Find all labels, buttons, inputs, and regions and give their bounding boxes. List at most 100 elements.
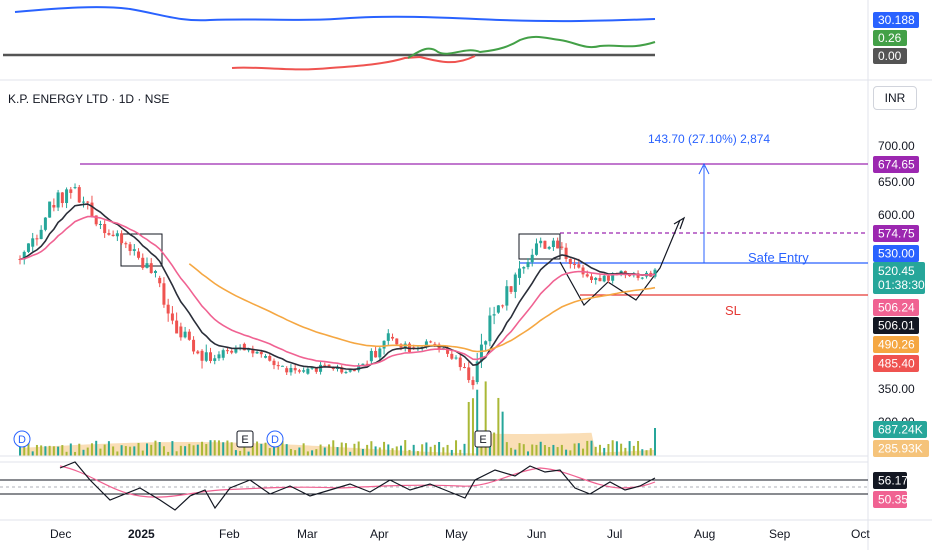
volume-bar	[65, 451, 68, 456]
volume-bar	[239, 450, 242, 456]
volume-bar	[582, 448, 585, 456]
pattern-box-right	[518, 233, 561, 260]
volume-bar	[560, 444, 563, 456]
candle-body	[479, 344, 483, 362]
candle-body	[137, 251, 141, 258]
earnings-marker[interactable]: E	[241, 434, 248, 446]
volume-bar	[230, 442, 233, 456]
volume-bar	[522, 444, 525, 456]
volume-bar	[374, 446, 377, 456]
volume-bar	[598, 444, 601, 456]
adx-line	[14, 6, 656, 23]
volume-bar	[150, 444, 153, 456]
price-levels	[80, 162, 868, 306]
candle-body	[577, 264, 581, 268]
volume-bar	[408, 449, 411, 456]
time-dec: Dec	[50, 527, 71, 541]
volume-bar	[78, 443, 81, 456]
tick-650: 650.00	[878, 175, 915, 189]
candle-body	[628, 275, 632, 277]
volume-bar	[565, 449, 568, 456]
time-axis[interactable]: Dec 2025 Feb Mar Apr May Jun Jul Aug Sep…	[0, 519, 932, 541]
tick-700: 700.00	[878, 139, 915, 153]
dividend-marker[interactable]: D	[18, 434, 26, 446]
candle-body	[513, 274, 517, 292]
volume-bar	[336, 447, 339, 456]
volume-bar	[603, 447, 606, 456]
volume-bar	[285, 444, 288, 456]
candle-body	[132, 249, 136, 251]
volume-bar	[624, 447, 627, 456]
volume-bar	[167, 451, 170, 456]
volume-bar	[133, 446, 136, 456]
candle-body	[255, 351, 259, 354]
volume-bar	[433, 444, 436, 456]
indicator-green-line	[407, 35, 656, 59]
time-mar: Mar	[297, 527, 318, 541]
volume-bar	[586, 440, 589, 456]
candle-body	[636, 273, 640, 278]
volume-bar	[146, 443, 148, 456]
price-badge-7-bg	[873, 355, 919, 372]
volume-bar	[162, 446, 165, 456]
candle-body	[429, 341, 433, 343]
candle-body	[242, 343, 246, 351]
candle-body	[230, 350, 234, 353]
volume-bar	[99, 448, 102, 456]
last-price: 520.45	[878, 264, 915, 278]
volume-bar	[438, 441, 441, 456]
earnings-marker-2[interactable]: E	[479, 434, 486, 446]
candle-body	[107, 233, 111, 235]
price-badge-4-bg	[873, 299, 919, 316]
volume-bar	[641, 449, 644, 456]
volume-bars	[0, 381, 868, 457]
indicator-red-line	[231, 55, 476, 71]
volume-bar	[69, 443, 72, 456]
candle-body	[467, 367, 471, 381]
candle-body	[209, 352, 212, 361]
volume-bar	[654, 428, 656, 456]
volume-bar	[493, 432, 496, 456]
candle-body	[484, 341, 488, 345]
time-aug: Aug	[694, 527, 715, 541]
volume-bar	[543, 445, 546, 456]
volume-bar	[112, 446, 115, 456]
candle-body	[331, 367, 335, 370]
volume-bar	[535, 444, 538, 456]
volume-bar	[463, 443, 466, 456]
volume-bar	[552, 444, 555, 456]
candle-body	[463, 367, 466, 369]
price-badge-1-bg	[873, 225, 919, 242]
volume-bar	[188, 443, 191, 456]
candle-body	[446, 348, 450, 354]
time-may: May	[445, 527, 468, 541]
candle-body	[357, 365, 361, 371]
volume-bar	[556, 447, 559, 456]
volume-bar	[306, 451, 309, 456]
volume-bar	[366, 444, 369, 456]
chart-title: K.P. ENERGY LTD · 1D · NSE	[8, 92, 170, 106]
candle-body	[149, 263, 153, 273]
volume-bar	[268, 448, 271, 456]
candle-body	[124, 243, 128, 245]
candle-body	[509, 286, 513, 292]
volume-ma-area	[20, 432, 655, 456]
currency-button[interactable]: INR	[873, 86, 917, 110]
volume-bar	[95, 440, 98, 456]
volume-bar	[467, 401, 470, 456]
volume-bar	[179, 445, 182, 456]
candle-body	[175, 320, 179, 334]
volume-bar	[361, 448, 364, 456]
candle-body	[386, 333, 390, 341]
sl-label: SL	[725, 303, 741, 318]
volume-bar	[383, 441, 386, 456]
event-markers[interactable]: D E D E	[13, 430, 492, 448]
candle-body	[348, 370, 352, 372]
volume-bar	[294, 450, 297, 456]
candle-body	[26, 243, 30, 252]
candle-body	[518, 268, 522, 278]
volume-bar	[615, 441, 618, 456]
volume-bar	[247, 451, 250, 456]
dividend-marker-2[interactable]: D	[271, 434, 279, 446]
